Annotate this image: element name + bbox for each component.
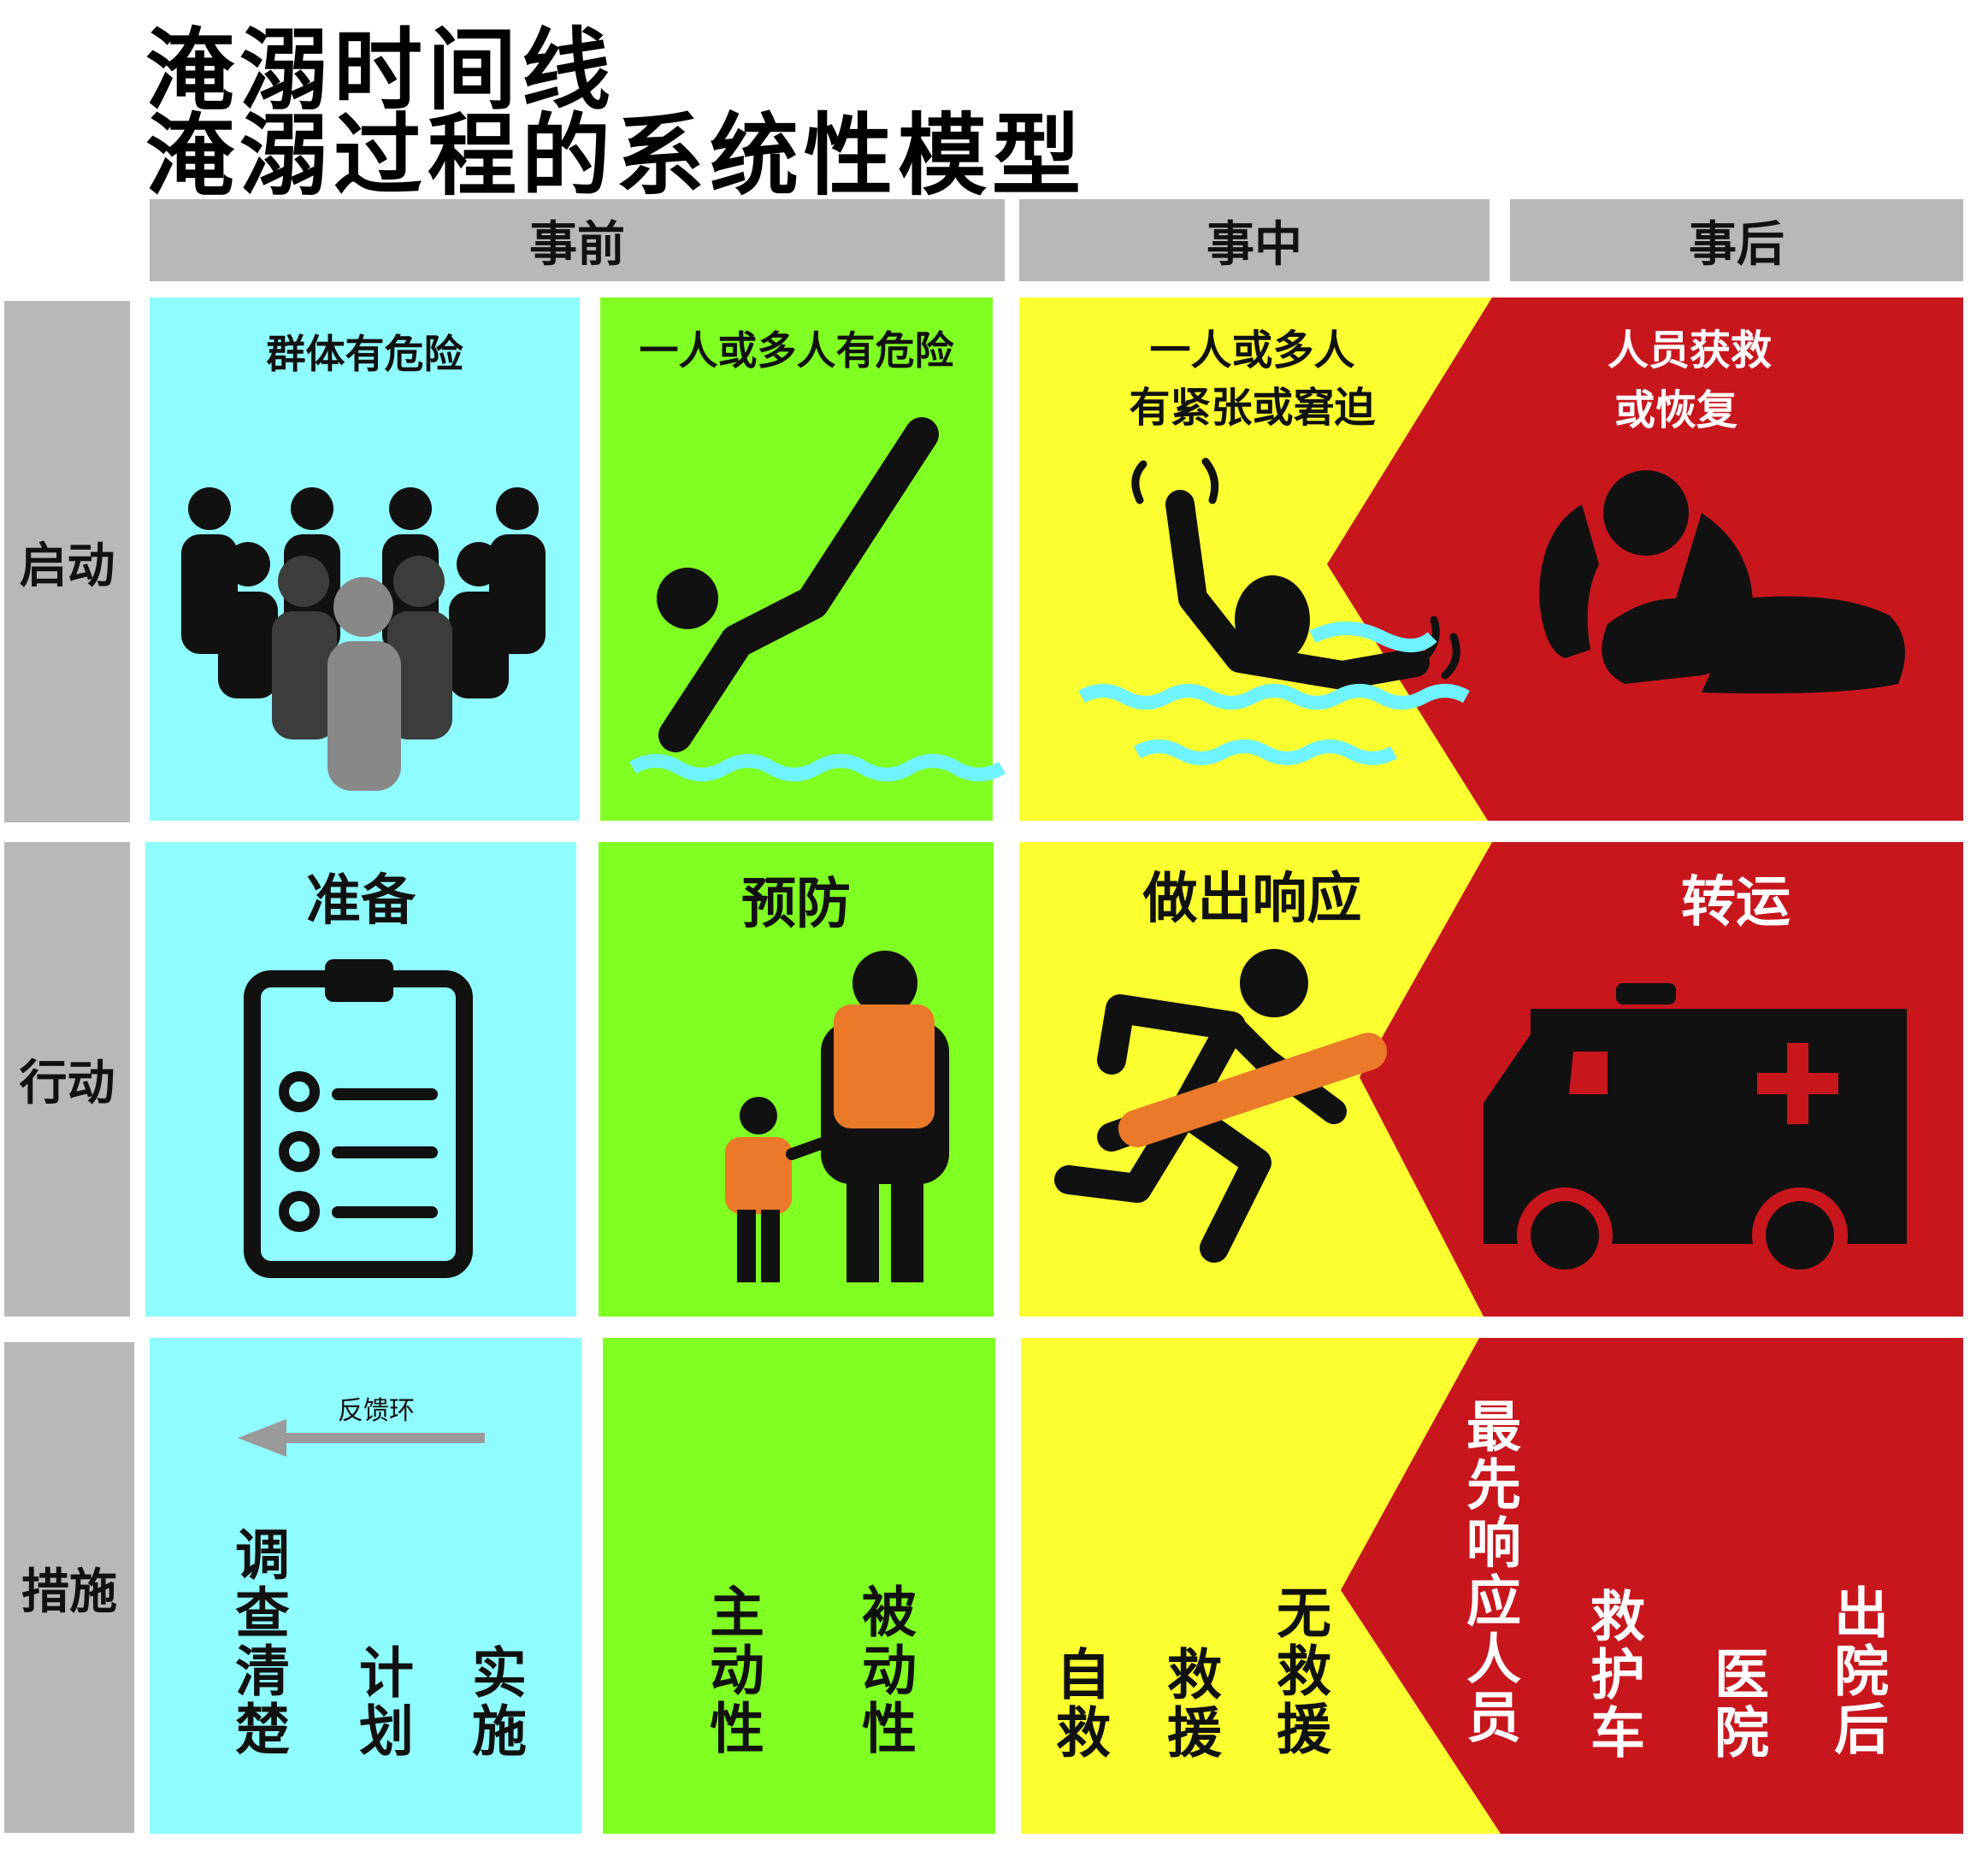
cell-action-prepare xyxy=(145,842,576,1317)
measure-ambulance: 救护车 xyxy=(1581,1588,1644,1762)
cell-measures-prevent xyxy=(603,1338,995,1834)
label-respond: 做出响应 xyxy=(1142,868,1362,931)
measure-rescue: 救援 xyxy=(1158,1646,1221,1762)
measure-implement: 实施 xyxy=(463,1644,526,1760)
label-distress-line-1: 一人或多人 xyxy=(1149,327,1355,374)
measure-hospital: 医院 xyxy=(1705,1646,1768,1762)
measure-plan: 计划 xyxy=(350,1644,413,1760)
life-jacket-family-icon xyxy=(725,951,949,1282)
cell-measures-after xyxy=(1341,1338,1963,1834)
phase-header-before: 事前 xyxy=(150,199,1005,281)
cell-measures-prepare xyxy=(150,1338,581,1834)
title-line-2: 淹溺过程的系统性模型 xyxy=(145,103,1087,208)
recovery-position-icon xyxy=(1539,470,1905,694)
crowd-icon xyxy=(181,487,546,791)
ambulance-icon xyxy=(1484,983,1907,1283)
clipboard-checklist-icon xyxy=(244,959,473,1278)
lifeguard-running-icon xyxy=(1054,949,1387,1263)
diver-icon xyxy=(628,417,1006,781)
phase-header-after: 事后 xyxy=(1510,199,1963,281)
row-label-trigger: 启动 xyxy=(4,301,130,822)
label-prevent: 预防 xyxy=(741,873,851,936)
row-label-measures: 措施 xyxy=(4,1342,134,1833)
label-prepare: 准备 xyxy=(306,869,416,933)
row-label-action: 行动 xyxy=(4,842,130,1317)
measure-investigate: 调查清楚 xyxy=(226,1526,289,1759)
measure-active: 主动性 xyxy=(700,1583,764,1758)
label-transport: 转运 xyxy=(1681,871,1790,934)
label-feedback-loop: 反馈环 xyxy=(338,1396,415,1426)
measure-passive: 被动性 xyxy=(852,1583,916,1758)
measure-post-discharge: 出院后 xyxy=(1825,1584,1888,1759)
title-line-1: 淹溺时间线 xyxy=(145,18,616,122)
drowning-person-icon xyxy=(1078,457,1470,765)
feedback-arrow-icon xyxy=(238,1419,485,1457)
label-distress-line-2: 有紧张或窘迫 xyxy=(1129,384,1376,432)
measure-first-responders: 最先响应人员 xyxy=(1457,1398,1520,1747)
measure-no-rescue: 无救援 xyxy=(1267,1584,1330,1759)
phase-header-during: 事中 xyxy=(1019,199,1490,281)
label-individual-risk: 一人或多人有危险 xyxy=(639,327,954,374)
label-rescued-line-2: 或恢复 xyxy=(1614,386,1738,434)
label-rescued-line-1: 人员获救 xyxy=(1608,327,1773,374)
measure-self-rescue: 自救 xyxy=(1047,1646,1110,1762)
label-group-risk: 群体有危险 xyxy=(266,331,463,377)
